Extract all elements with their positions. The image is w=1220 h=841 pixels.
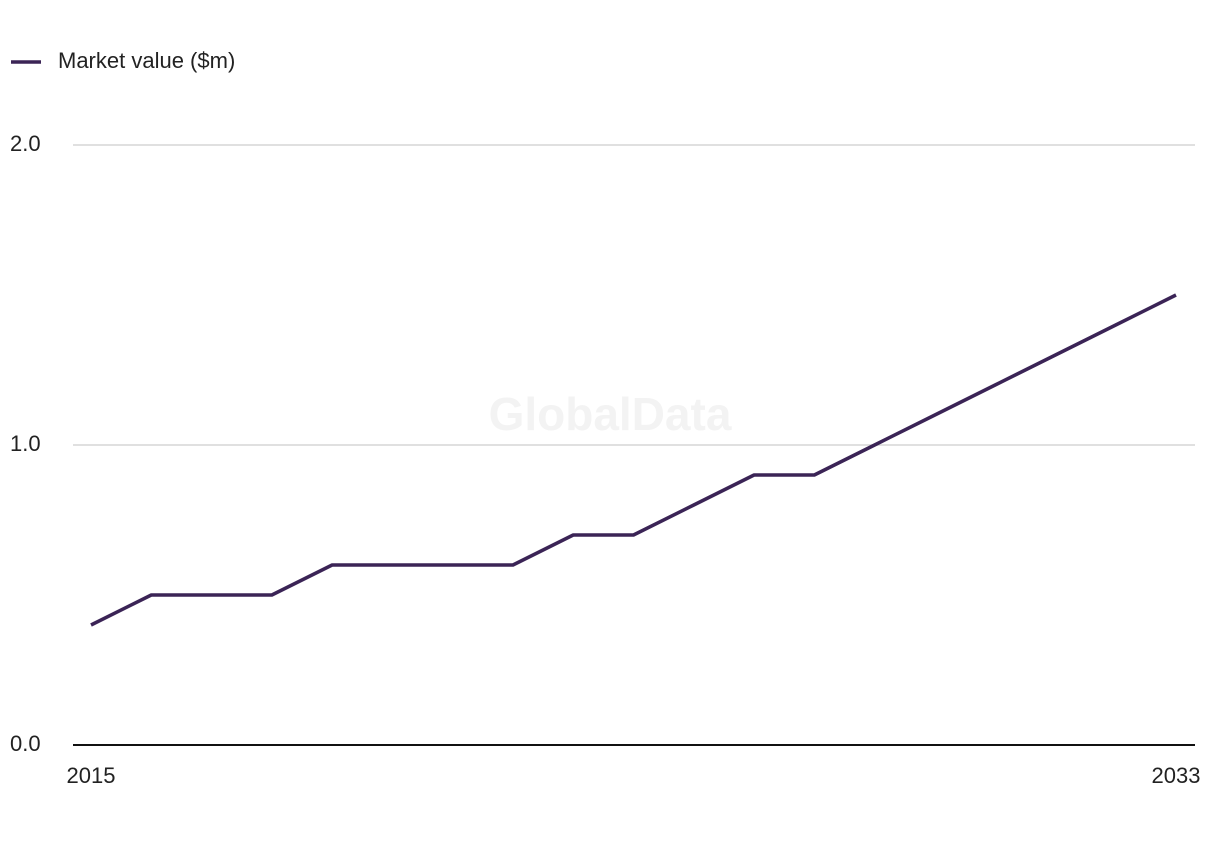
watermark: GlobalData: [489, 388, 732, 440]
legend-label: Market value ($m): [58, 48, 235, 73]
x-tick-label: 2015: [67, 763, 116, 788]
line: [90, 293, 1177, 627]
y-tick-label: 1.0: [10, 431, 41, 456]
y-tick-label: 0.0: [10, 731, 41, 756]
y-tick-label: 2.0: [10, 131, 41, 156]
x-tick-label: 2033: [1152, 763, 1201, 788]
